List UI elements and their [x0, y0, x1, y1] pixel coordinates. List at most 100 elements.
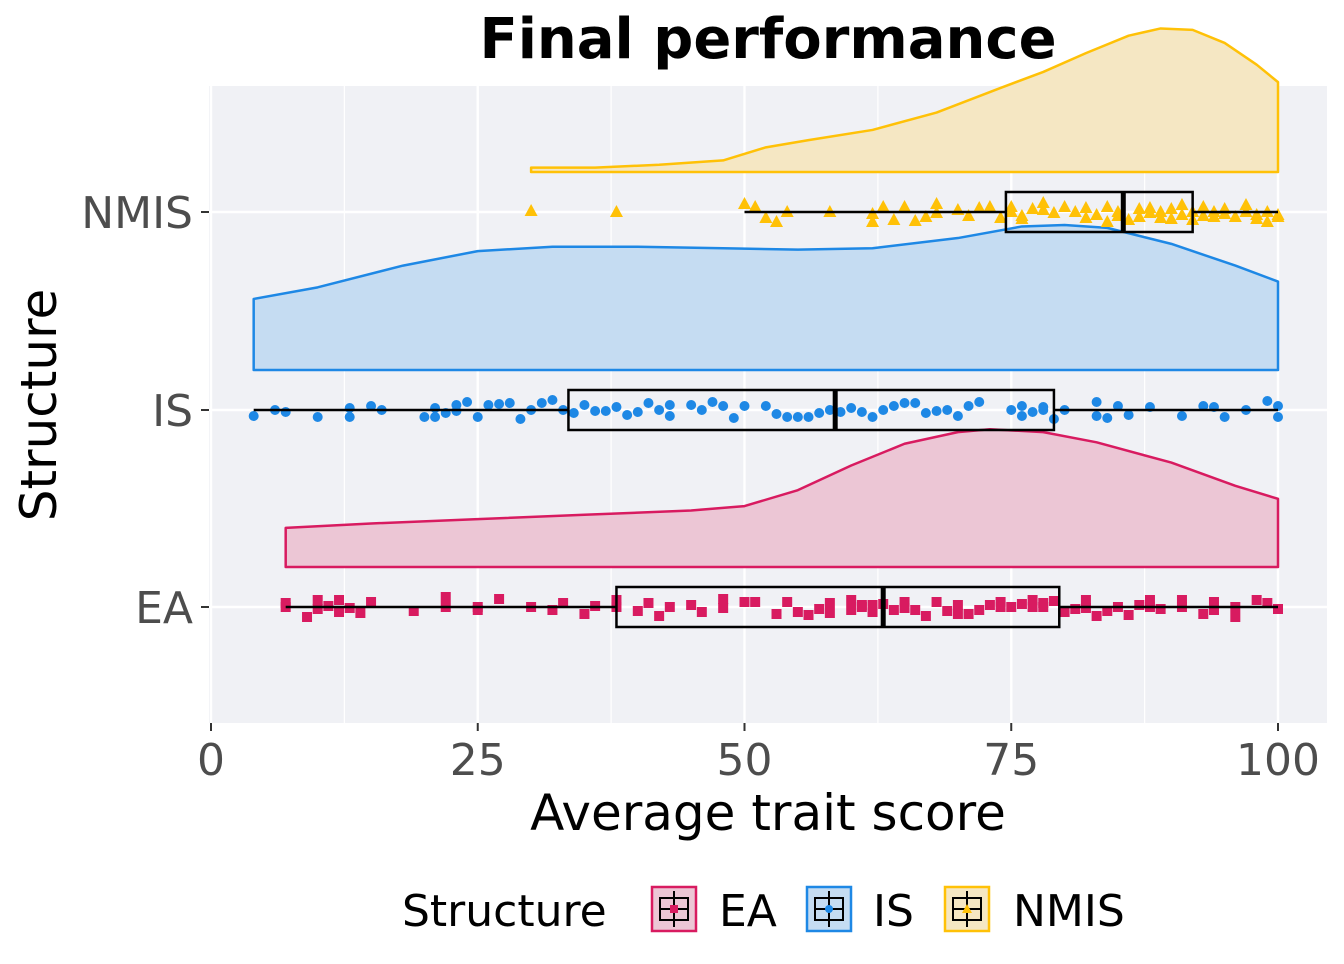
x-tick-label: 100	[1236, 735, 1320, 786]
data-point-is	[1102, 413, 1113, 423]
data-point-is	[931, 406, 942, 416]
data-point-ea	[1102, 606, 1113, 616]
box-nmis	[1004, 190, 1194, 234]
data-point-ea	[1027, 595, 1038, 605]
data-point-is	[814, 408, 825, 418]
data-point-is	[888, 401, 899, 411]
data-point-ea	[803, 610, 814, 620]
data-point-ea	[931, 597, 942, 607]
data-point-ea	[1144, 595, 1155, 605]
data-point-is	[878, 405, 889, 415]
data-point-ea	[888, 605, 899, 615]
data-point-ea	[1070, 604, 1081, 614]
data-point-is	[366, 401, 377, 411]
data-point-is	[504, 398, 515, 408]
data-point-nmis	[1175, 198, 1189, 210]
data-point-is	[654, 405, 665, 415]
data-point-ea	[920, 611, 931, 621]
data-point-ea	[1123, 610, 1134, 620]
data-point-is	[696, 405, 707, 415]
chart-title: Final performance	[479, 7, 1056, 72]
data-point-is	[835, 407, 846, 417]
data-point-nmis	[983, 200, 997, 212]
data-point-ea	[814, 604, 825, 614]
data-point-is	[664, 411, 675, 421]
data-point-nmis	[994, 211, 1008, 223]
data-point-nmis	[1228, 210, 1242, 222]
data-point-nmis	[759, 211, 773, 223]
data-point-nmis	[1026, 202, 1040, 214]
data-point-is	[664, 400, 675, 410]
x-axis: 0 25 50 75 100	[197, 723, 1320, 786]
data-point-nmis	[1143, 206, 1157, 218]
data-point-is	[1262, 396, 1273, 406]
data-point-ea	[995, 597, 1006, 607]
data-point-ea	[963, 609, 974, 619]
data-point-nmis	[866, 215, 880, 227]
data-point-is	[1176, 411, 1187, 421]
data-point-is	[622, 410, 633, 420]
data-point-ea	[579, 609, 590, 619]
data-point-ea	[494, 594, 505, 604]
data-point-ea	[824, 608, 835, 618]
data-point-ea	[824, 598, 835, 608]
data-point-ea	[846, 605, 857, 615]
density-cloud-is	[252, 223, 1280, 372]
data-point-ea	[1208, 597, 1219, 607]
data-point-is	[1038, 402, 1049, 412]
data-point-is	[1273, 401, 1283, 411]
data-point-is	[483, 400, 494, 410]
data-point-nmis	[1164, 212, 1178, 224]
data-point-nmis	[1100, 200, 1114, 212]
legend-label-is: IS	[873, 886, 914, 937]
data-point-ea	[408, 606, 419, 616]
data-point-nmis	[919, 210, 933, 222]
data-point-ea	[280, 598, 291, 608]
data-point-nmis	[876, 200, 890, 212]
data-point-is	[899, 398, 910, 408]
data-point-ea	[1006, 602, 1017, 612]
data-point-ea	[771, 609, 782, 619]
data-point-is	[1006, 405, 1017, 415]
data-point-ea	[718, 594, 729, 604]
legend-label-nmis: NMIS	[1013, 886, 1125, 937]
legend-key-is	[805, 885, 853, 933]
data-point-is	[792, 412, 803, 422]
data-point-is	[803, 412, 814, 422]
data-point-ea	[867, 600, 878, 610]
data-point-is	[718, 401, 729, 411]
data-point-nmis	[898, 200, 912, 212]
density-clouds	[252, 27, 1280, 569]
data-point-is	[1219, 412, 1230, 422]
y-tick-label: IS	[152, 386, 193, 437]
box-ea	[615, 585, 1061, 629]
data-point-nmis	[1196, 209, 1210, 221]
data-point-is	[846, 403, 857, 413]
data-point-nmis	[748, 200, 762, 212]
x-tick-label: 25	[450, 735, 506, 786]
data-point-ea	[899, 603, 910, 613]
data-point-nmis	[1271, 208, 1285, 220]
data-point-is	[867, 412, 878, 422]
data-point-ea	[1038, 602, 1049, 612]
data-point-ea	[782, 597, 793, 607]
data-point-ea	[1059, 607, 1070, 617]
data-point-is	[920, 408, 931, 418]
data-point-ea	[643, 598, 654, 608]
data-point-ea	[302, 612, 313, 622]
data-point-is	[536, 398, 547, 408]
data-point-is	[963, 401, 974, 411]
data-point-ea	[942, 606, 953, 616]
data-point-nmis	[1132, 202, 1146, 214]
data-point-ea	[1134, 600, 1145, 610]
data-point-is	[728, 413, 739, 423]
data-point-ea	[334, 595, 345, 605]
data-point-ea	[1091, 611, 1102, 621]
data-point-nmis	[1068, 205, 1082, 217]
data-point-ea	[1262, 598, 1273, 608]
data-point-nmis	[1036, 203, 1050, 215]
data-point-is	[1123, 410, 1134, 420]
x-tick-label: 50	[717, 735, 773, 786]
data-point-is	[579, 400, 590, 410]
